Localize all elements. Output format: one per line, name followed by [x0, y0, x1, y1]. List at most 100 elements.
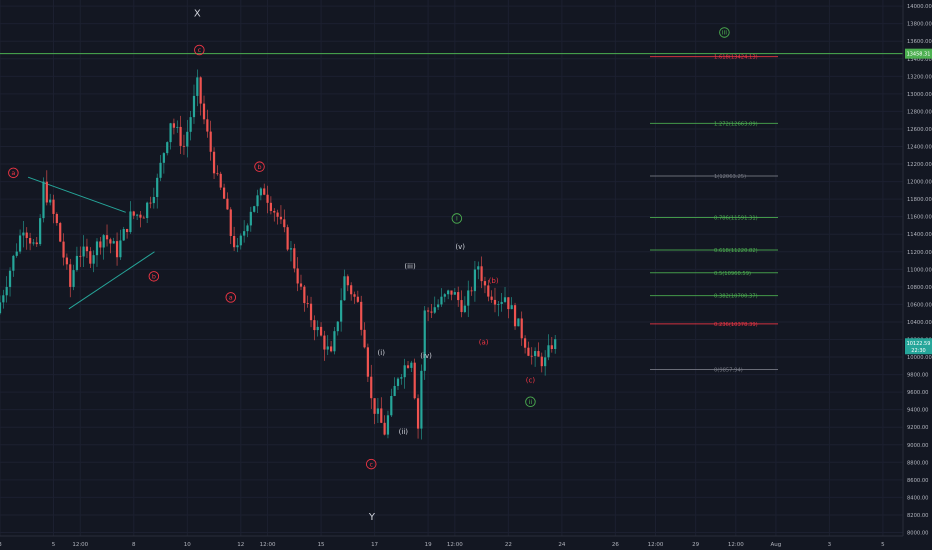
candle-body — [239, 235, 242, 246]
candles — [0, 69, 557, 440]
time-tick-label: 12:00 — [447, 542, 463, 548]
price-tick-label: 8400.00 — [907, 495, 928, 501]
candle-body — [319, 326, 323, 336]
wave-label: (i) — [378, 349, 386, 357]
grid — [0, 0, 903, 536]
candle-body — [39, 218, 42, 245]
candle-body — [443, 294, 446, 297]
candle-body — [416, 398, 420, 429]
candle-body — [69, 264, 72, 287]
price-tick-label: 11600.00 — [907, 215, 932, 221]
time-tick-label: 10 — [184, 542, 191, 548]
candle-body — [293, 248, 296, 269]
price-axis[interactable]: 8000.00 8200.00 8400.00 8600.00 8800.00 9000.… — [907, 4, 932, 536]
candle-body — [437, 304, 440, 308]
candle-body — [196, 77, 199, 96]
candle-body — [487, 285, 490, 297]
candle-body — [172, 123, 176, 128]
candle-body — [136, 214, 139, 216]
candle-body — [390, 396, 393, 416]
price-tick-label: 13800.00 — [907, 22, 932, 28]
time-tick-label: 24 — [558, 542, 565, 548]
candle-body — [550, 345, 553, 350]
candle-body — [189, 117, 192, 132]
fib-label: 0.382(10700.37) — [714, 294, 758, 300]
candle-body — [139, 214, 142, 218]
price-tick-label: 9600.00 — [907, 390, 928, 396]
wave-label: (iii) — [404, 262, 416, 270]
time-axis[interactable]: 3 5 12:00 8 10 12 12:00 15 17 19 12:00 22 24 26 12:00 2… — [0, 542, 885, 548]
price-tick-label: 11400.00 — [907, 232, 932, 238]
time-tick-label: 15 — [318, 542, 325, 548]
candle-body — [527, 347, 530, 356]
time-tick-label: 3 — [0, 542, 2, 548]
candle-body — [5, 286, 8, 296]
candle-body — [206, 119, 209, 132]
wave-label: Y — [368, 512, 376, 523]
candle-body — [52, 199, 55, 214]
candle-body — [156, 177, 159, 198]
candle-body — [12, 255, 15, 271]
candle-body — [440, 296, 443, 305]
candle-body — [102, 235, 105, 248]
wave-circle — [8, 167, 19, 179]
wave-label: a — [229, 294, 233, 302]
time-tick-label: 12:00 — [728, 542, 744, 548]
candle-body — [212, 151, 216, 174]
candle-body — [59, 223, 62, 242]
candle-body — [269, 202, 272, 211]
resistance-tag — [905, 48, 932, 59]
price-tick-label: 9000.00 — [907, 443, 928, 449]
wave-circle — [365, 458, 377, 470]
candle-body — [326, 346, 329, 350]
candle-body — [92, 255, 95, 264]
current-price-label: 10122.59 — [907, 341, 931, 347]
candle-body — [109, 239, 112, 244]
price-tick-label: 8800.00 — [907, 460, 928, 466]
price-tick-label: 9800.00 — [907, 373, 928, 379]
candle-body — [25, 232, 28, 239]
candle-body — [85, 246, 89, 252]
candle-body — [253, 206, 256, 212]
time-tick-label: 26 — [612, 542, 619, 548]
wave-label: iii — [722, 29, 728, 37]
time-tick-label: 22 — [505, 542, 512, 548]
candle-body — [510, 305, 513, 310]
price-axis-background — [903, 0, 932, 550]
price-tick-label: 12600.00 — [907, 127, 932, 133]
candle-body — [273, 210, 276, 213]
candle-body — [266, 194, 269, 203]
wave-circle — [225, 292, 237, 303]
candle-body — [386, 415, 390, 435]
wave-label: c — [198, 46, 202, 54]
time-tick-label: Aug — [771, 542, 782, 548]
candle-body — [316, 326, 319, 331]
candle-body — [423, 310, 426, 371]
price-tick-label: 14000.00 — [907, 4, 932, 10]
wave-circle — [254, 161, 265, 172]
candle-body — [182, 145, 186, 147]
price-tick-label: 11800.00 — [907, 197, 932, 203]
candle-body — [122, 229, 125, 241]
fib-label: 1.272(12663.09) — [714, 121, 758, 127]
wave-label: (a) — [479, 339, 489, 347]
candle-body — [413, 362, 416, 399]
candle-body — [303, 286, 306, 304]
candle-body — [2, 295, 5, 303]
candle-body — [393, 385, 396, 397]
candle-body — [149, 202, 152, 204]
candle-body — [460, 300, 463, 313]
wave-circle — [451, 213, 463, 224]
price-tick-label: 13400.00 — [907, 57, 932, 63]
wave-circle — [525, 396, 536, 408]
candle-body — [65, 257, 68, 265]
price-tick-label: 12800.00 — [907, 109, 932, 115]
candle-body — [410, 362, 413, 368]
candle-body — [353, 294, 356, 297]
candle-body — [226, 198, 229, 210]
candle-body — [79, 255, 82, 257]
candle-body — [483, 281, 487, 286]
fib-label: 0(9857.94) — [714, 368, 743, 374]
